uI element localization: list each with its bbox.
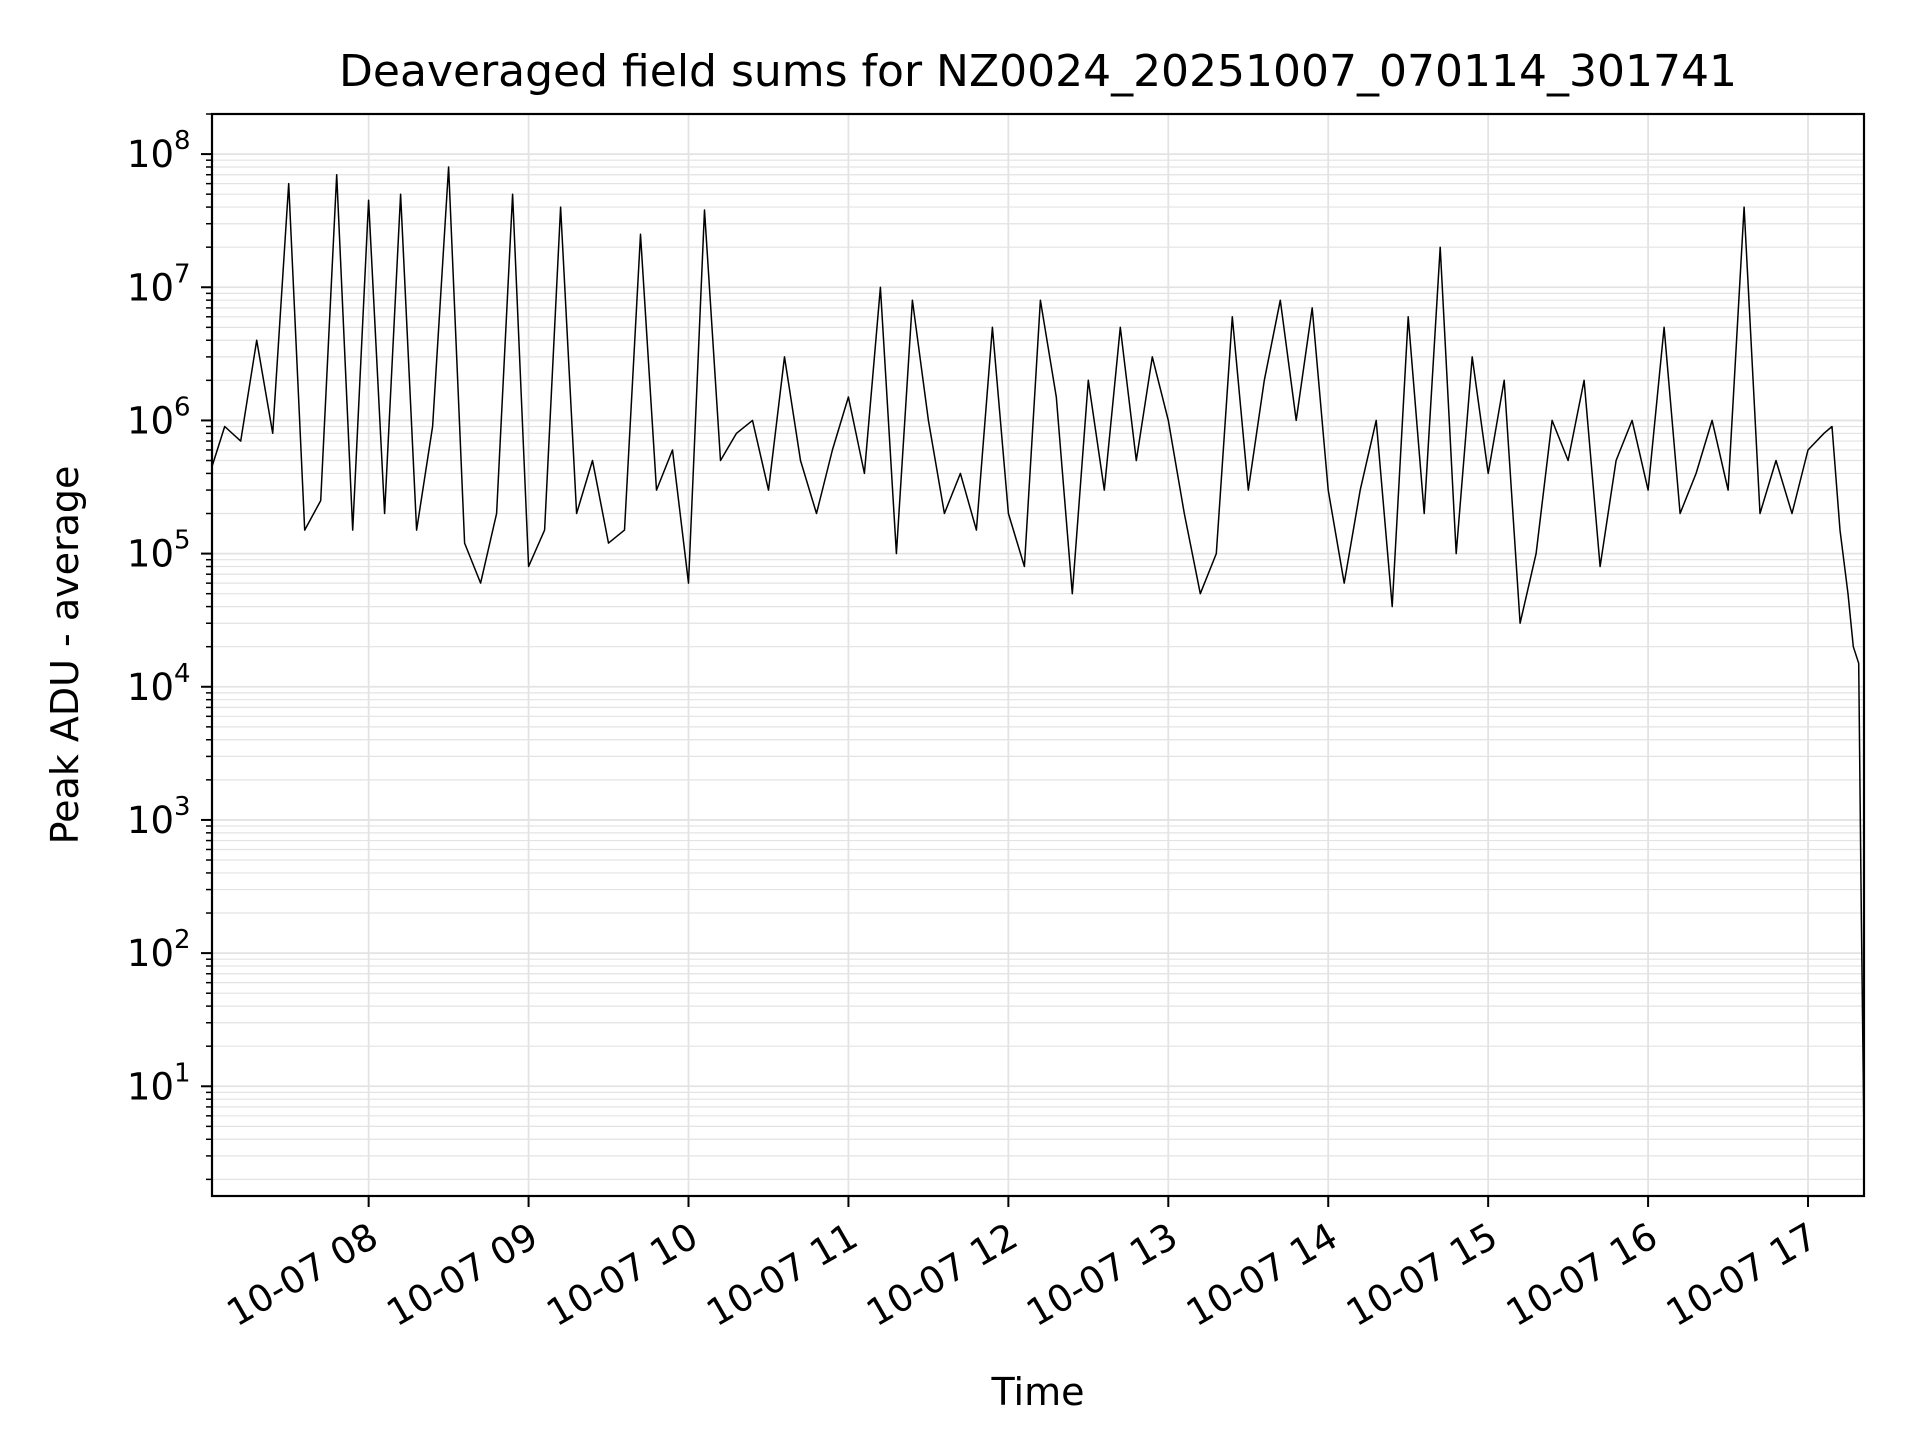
y-tick-exponent: 1 — [174, 1058, 191, 1088]
y-tick-label: 10 — [127, 666, 174, 709]
x-axis-label: Time — [991, 1370, 1085, 1414]
y-tick-label: 10 — [127, 399, 174, 442]
y-tick-exponent: 3 — [174, 792, 191, 822]
y-tick-label: 10 — [127, 533, 174, 576]
y-tick-exponent: 5 — [174, 526, 191, 556]
series-layer — [211, 166, 1865, 1140]
plot-frame — [210, 112, 1866, 1198]
y-axis-label: Peak ADU - average — [43, 466, 87, 845]
y-tick-exponent: 7 — [174, 259, 191, 289]
grid-lines — [212, 113, 1864, 1196]
series-line — [211, 166, 1865, 1140]
y-tick-label: 10 — [127, 1065, 174, 1108]
y-tick-label: 10 — [127, 133, 174, 176]
y-tick-exponent: 4 — [174, 659, 191, 689]
y-tick-exponent: 8 — [174, 126, 191, 156]
chart-title: Deaveraged field sums for NZ0024_2025100… — [339, 46, 1737, 97]
y-tick-label: 10 — [127, 266, 174, 309]
y-tick-label: 10 — [127, 799, 174, 842]
y-tick-exponent: 2 — [174, 925, 191, 955]
y-tick-label: 10 — [127, 932, 174, 975]
y-tick-exponent: 6 — [174, 392, 191, 422]
